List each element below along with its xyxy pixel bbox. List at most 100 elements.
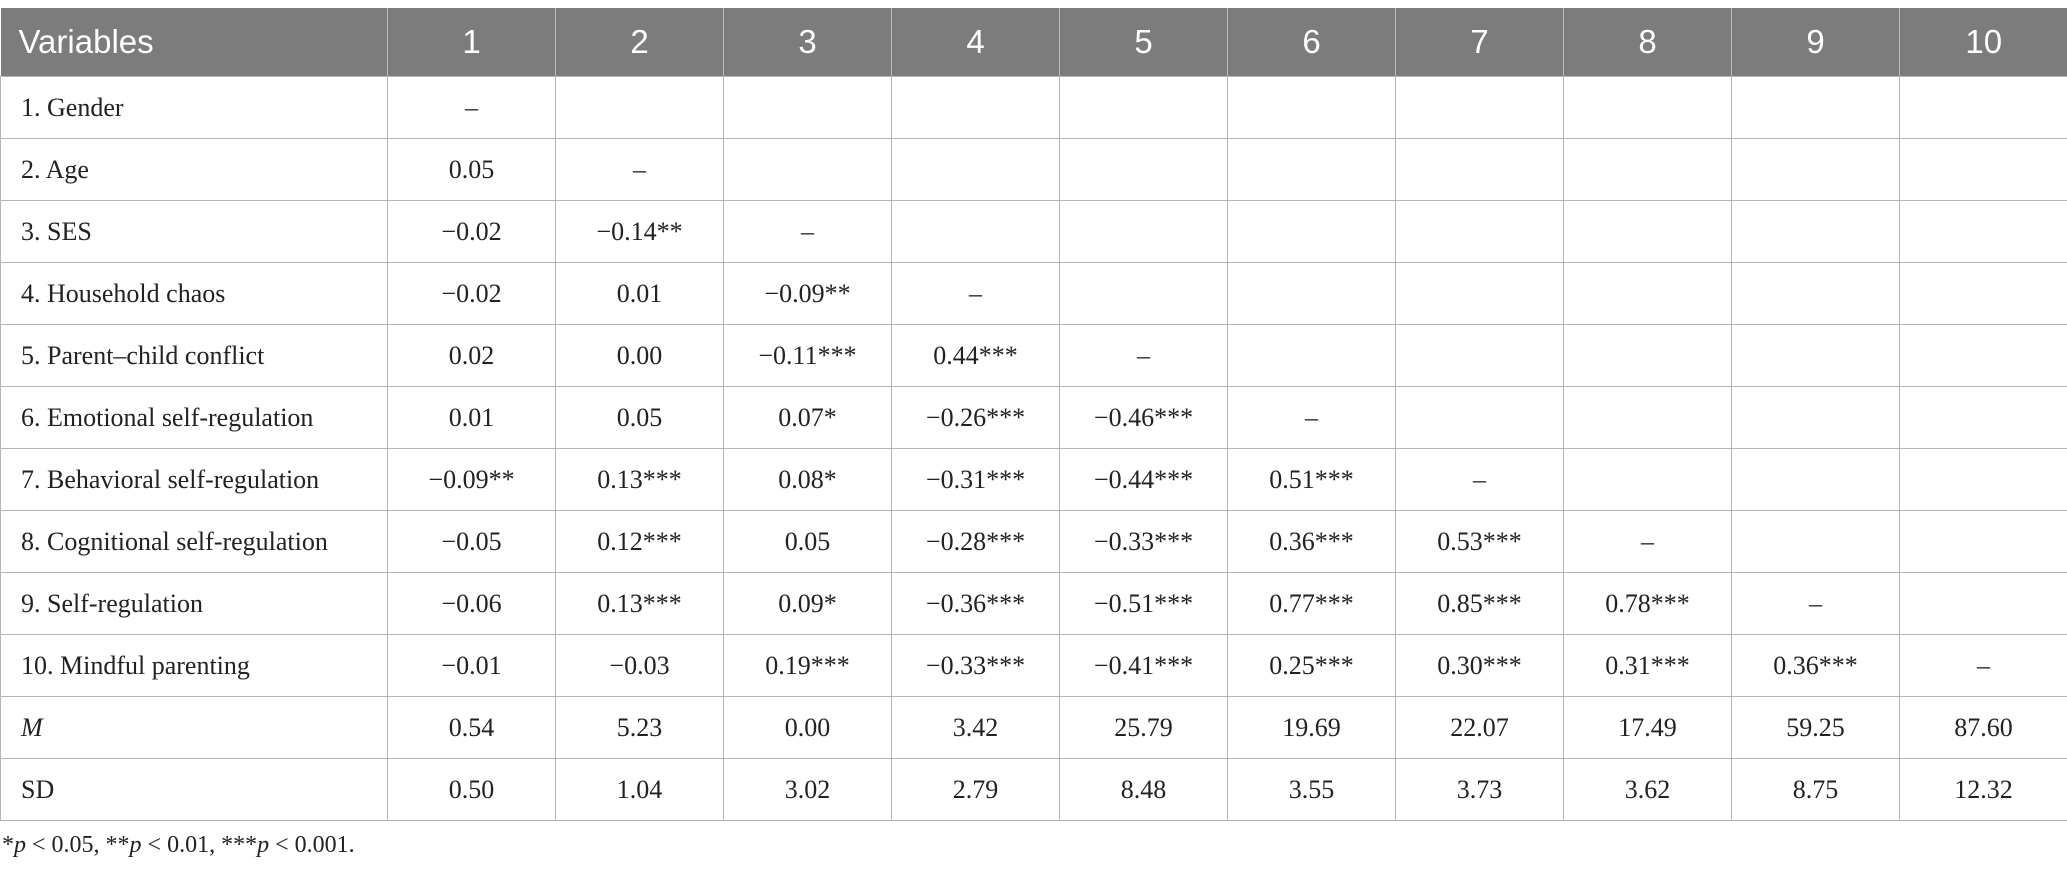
table-cell: 0.53*** (1395, 510, 1564, 573)
table-cell: 3.73 (1395, 758, 1564, 821)
table-cell (1059, 138, 1228, 201)
table-cell: 0.00 (723, 696, 892, 759)
header-row: Variables 1 2 3 4 5 6 7 8 9 10 (0, 8, 2067, 77)
table-cell: 8.75 (1731, 758, 1900, 821)
table-cell (1731, 510, 1900, 573)
table-cell: 0.51*** (1227, 448, 1396, 511)
footnote-part: p (257, 832, 270, 858)
header-col-9: 9 (1731, 8, 1900, 77)
table-cell (723, 138, 892, 201)
table-cell (1563, 76, 1732, 139)
table-cell: 0.12*** (555, 510, 724, 573)
table-cell: 0.02 (387, 324, 556, 387)
table-cell (1731, 324, 1900, 387)
table-row: M 0.54 5.23 0.00 3.42 25.79 19.69 22.07 17.49 59.… (0, 696, 2067, 759)
significance-footnote: *p < 0.05, **p < 0.01, ***p < 0.001. (2, 832, 355, 859)
table-row: 3. SES −0.02 −0.14** – (0, 200, 2067, 263)
table-body: 1. Gender –2. Age 0.05–3. SES −0.02 −0.14** –… (0, 76, 2067, 821)
row-label: 6. Emotional self-regulation (0, 386, 388, 449)
table-cell: 59.25 (1731, 696, 1900, 759)
table-cell: 0.05 (387, 138, 556, 201)
table-cell: 0.77*** (1227, 572, 1396, 635)
row-label: 10. Mindful parenting (0, 634, 388, 697)
table-cell: −0.46*** (1059, 386, 1228, 449)
table-cell (1227, 200, 1396, 263)
table-cell: −0.44*** (1059, 448, 1228, 511)
table-cell (1395, 138, 1564, 201)
table-cell: 2.79 (891, 758, 1060, 821)
table-cell: 0.25*** (1227, 634, 1396, 697)
row-label: 3. SES (0, 200, 388, 263)
table-cell (1731, 386, 1900, 449)
table-cell (1899, 76, 2067, 139)
table-cell: 0.05 (723, 510, 892, 573)
table-cell: −0.36*** (891, 572, 1060, 635)
correlation-table-container: Variables 1 2 3 4 5 6 7 8 9 10 1. Gender –2. Age 0.0… (0, 8, 2067, 821)
table-cell (1395, 262, 1564, 325)
table-cell (723, 76, 892, 139)
table-cell (1059, 200, 1228, 263)
table-cell: 0.85*** (1395, 572, 1564, 635)
table-cell: 87.60 (1899, 696, 2067, 759)
table-cell: 0.36*** (1227, 510, 1396, 573)
table-cell: 8.48 (1059, 758, 1228, 821)
table-row: 4. Household chaos −0.02 0.01 −0.09** – (0, 262, 2067, 325)
table-cell: −0.41*** (1059, 634, 1228, 697)
table-cell: 12.32 (1899, 758, 2067, 821)
footnote-part: < 0.01, *** (141, 832, 258, 858)
header-variables: Variables (0, 8, 388, 77)
table-cell: −0.28*** (891, 510, 1060, 573)
table-cell: −0.01 (387, 634, 556, 697)
table-cell: 0.50 (387, 758, 556, 821)
table-cell: −0.09** (723, 262, 892, 325)
table-cell (1395, 76, 1564, 139)
table-cell: −0.33*** (891, 634, 1060, 697)
table-cell: 0.09* (723, 572, 892, 635)
table-cell (1227, 324, 1396, 387)
footnote-part: < 0.001. (269, 832, 355, 858)
table-cell (1731, 262, 1900, 325)
table-cell: 0.05 (555, 386, 724, 449)
table-cell: −0.33*** (1059, 510, 1228, 573)
table-row: SD 0.50 1.04 3.02 2.79 8.48 3.55 3.73 3.62 8.75 12… (0, 758, 2067, 821)
table-cell (1731, 448, 1900, 511)
table-row: 8. Cognitional self-regulation −0.05 0.12*… (0, 510, 2067, 573)
table-cell: – (555, 138, 724, 201)
table-cell (1059, 262, 1228, 325)
table-row: 7. Behavioral self-regulation −0.09** 0.13… (0, 448, 2067, 511)
table-cell (1227, 138, 1396, 201)
table-header: Variables 1 2 3 4 5 6 7 8 9 10 (0, 8, 2067, 77)
table-cell: 0.13*** (555, 448, 724, 511)
header-col-2: 2 (555, 8, 724, 77)
header-col-10: 10 (1899, 8, 2067, 77)
table-cell: 19.69 (1227, 696, 1396, 759)
table-cell: 0.30*** (1395, 634, 1564, 697)
table-cell: 22.07 (1395, 696, 1564, 759)
table-cell (1395, 386, 1564, 449)
table-cell: 17.49 (1563, 696, 1732, 759)
table-cell: 0.36*** (1731, 634, 1900, 697)
table-cell: 0.01 (387, 386, 556, 449)
row-label: 8. Cognitional self-regulation (0, 510, 388, 573)
table-cell: – (387, 76, 556, 139)
table-cell (1899, 324, 2067, 387)
table-cell: – (723, 200, 892, 263)
table-cell (1563, 386, 1732, 449)
table-cell: 3.42 (891, 696, 1060, 759)
table-cell: 0.13*** (555, 572, 724, 635)
table-cell (1731, 76, 1900, 139)
table-cell (1227, 262, 1396, 325)
table-cell (1563, 448, 1732, 511)
table-cell: −0.11*** (723, 324, 892, 387)
footnote-part: p (14, 832, 26, 858)
row-label: SD (0, 758, 388, 821)
table-cell (1395, 200, 1564, 263)
row-label: 4. Household chaos (0, 262, 388, 325)
table-cell: – (891, 262, 1060, 325)
table-cell: – (1899, 634, 2067, 697)
table-cell (1899, 448, 2067, 511)
table-cell (1563, 262, 1732, 325)
table-cell (891, 138, 1060, 201)
table-cell: −0.06 (387, 572, 556, 635)
table-row: 10. Mindful parenting −0.01 −0.03 0.19*** −0… (0, 634, 2067, 697)
